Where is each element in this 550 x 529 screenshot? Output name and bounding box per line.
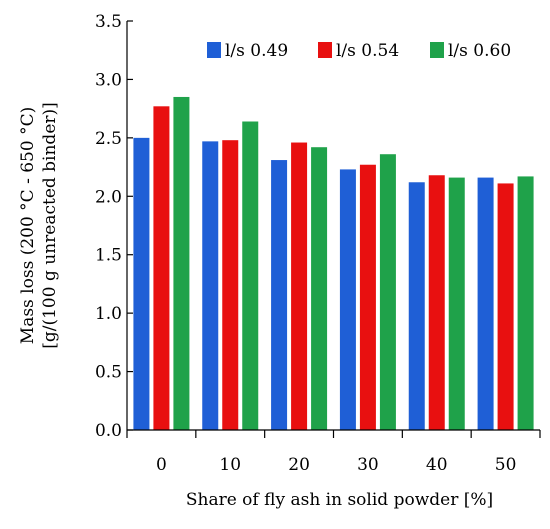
y-axis-title-line-2: [g/(100 g unreacted binder)] (40, 102, 60, 349)
bar (359, 164, 376, 430)
x-tick-label: 40 (426, 455, 448, 475)
bar (271, 160, 288, 430)
bar (448, 177, 465, 430)
legend-swatch (207, 42, 221, 58)
bar (379, 154, 396, 430)
bars-layer (133, 96, 534, 431)
legend-label: l/s 0.60 (448, 41, 511, 61)
y-tick-label: 0.5 (95, 363, 122, 383)
bar (133, 137, 150, 430)
bar (497, 183, 514, 430)
bar (242, 121, 259, 431)
bar (222, 140, 239, 431)
y-tick-label: 0.0 (95, 421, 122, 441)
x-tick-label: 10 (219, 455, 241, 475)
bar (477, 177, 494, 430)
y-tick-label: 2.0 (95, 187, 122, 207)
x-tick-label: 50 (495, 455, 517, 475)
y-tick-label: 2.5 (95, 129, 122, 149)
bar (202, 141, 219, 430)
legend-label: l/s 0.54 (336, 41, 399, 61)
bar (428, 175, 445, 430)
legend-swatch (318, 42, 332, 58)
y-tick-label: 1.5 (95, 246, 122, 266)
x-tick-label: 0 (156, 455, 167, 475)
bar (408, 182, 425, 430)
x-axis-title: Share of fly ash in solid powder [%] (186, 490, 493, 510)
ticks-layer: 0.0 0.5 1.0 1.5 2.0 2.5 3.0 3.5 0 10 20 30 40 50 (95, 12, 541, 475)
bar (153, 106, 170, 430)
legend-label: l/s 0.49 (225, 41, 288, 61)
y-tick-label: 3.0 (95, 70, 122, 90)
legend: l/s 0.49 l/s 0.54 l/s 0.60 (207, 41, 511, 61)
legend-swatch (430, 42, 444, 58)
bar (291, 142, 308, 430)
y-tick-label: 3.5 (95, 12, 122, 32)
bar (173, 96, 190, 430)
bar (517, 176, 534, 430)
x-tick-label: 20 (288, 455, 310, 475)
bar (311, 147, 328, 430)
y-tick-label: 1.0 (95, 304, 122, 324)
bar (339, 169, 356, 430)
x-tick-label: 30 (357, 455, 379, 475)
y-axis-title-line-1: Mass loss (200 °C - 650 °C) (18, 107, 38, 344)
